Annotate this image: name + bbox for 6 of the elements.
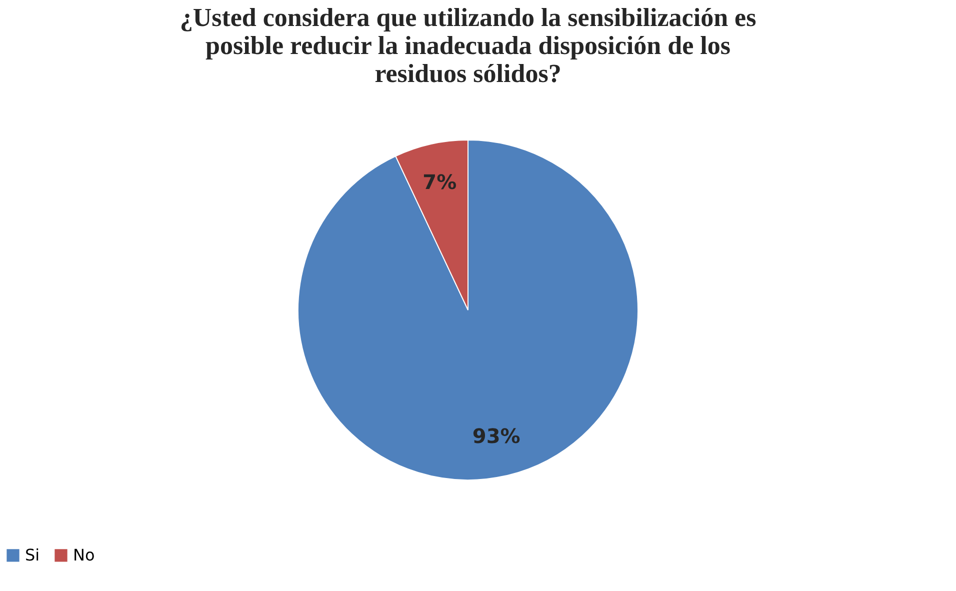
data-label: 93% bbox=[472, 424, 520, 448]
pie-slice bbox=[298, 140, 638, 480]
legend-label: Si bbox=[25, 545, 40, 564]
data-label: 7% bbox=[422, 170, 457, 194]
chart-title: ¿Usted considera que utilizando la sensibilización es posible reducir la inadecuada disposición de los residuos sólidos? bbox=[180, 3, 756, 88]
legend-label: No bbox=[73, 545, 95, 564]
